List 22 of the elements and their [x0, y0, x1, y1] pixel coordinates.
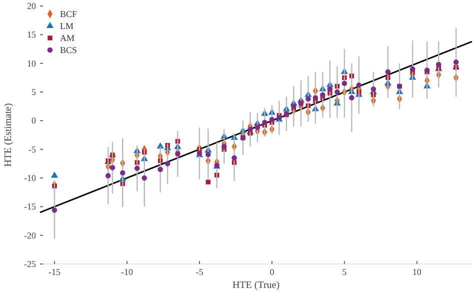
legend-label: LM	[60, 21, 74, 31]
x-tick-label: 0	[270, 267, 275, 277]
legend-label: BCF	[60, 9, 78, 19]
x-axis-title: HTE (True)	[232, 280, 280, 291]
y-tick-label: -15	[24, 202, 36, 212]
y-tick-label: -25	[24, 259, 36, 269]
x-tick-label: 5	[342, 267, 348, 277]
y-tick-label: 10	[27, 58, 36, 68]
y-tick-label: 0	[32, 116, 36, 126]
y-tick-label: -20	[24, 230, 36, 240]
x-tick-label: -10	[120, 267, 134, 277]
y-tick-label: -10	[24, 173, 36, 183]
y-tick-label: 15	[27, 30, 36, 40]
legend-label: BCS	[60, 45, 78, 55]
x-tick-label: 10	[412, 267, 422, 277]
y-axis-title: HTE (Estimate)	[3, 103, 14, 167]
legend-label: AM	[60, 33, 75, 43]
y-tick-label: 20	[27, 1, 36, 11]
x-tick-label: -5	[196, 267, 204, 277]
x-tick-label: -15	[48, 267, 61, 277]
y-tick-label: 5	[32, 87, 36, 97]
y-tick-label: -5	[28, 144, 36, 154]
